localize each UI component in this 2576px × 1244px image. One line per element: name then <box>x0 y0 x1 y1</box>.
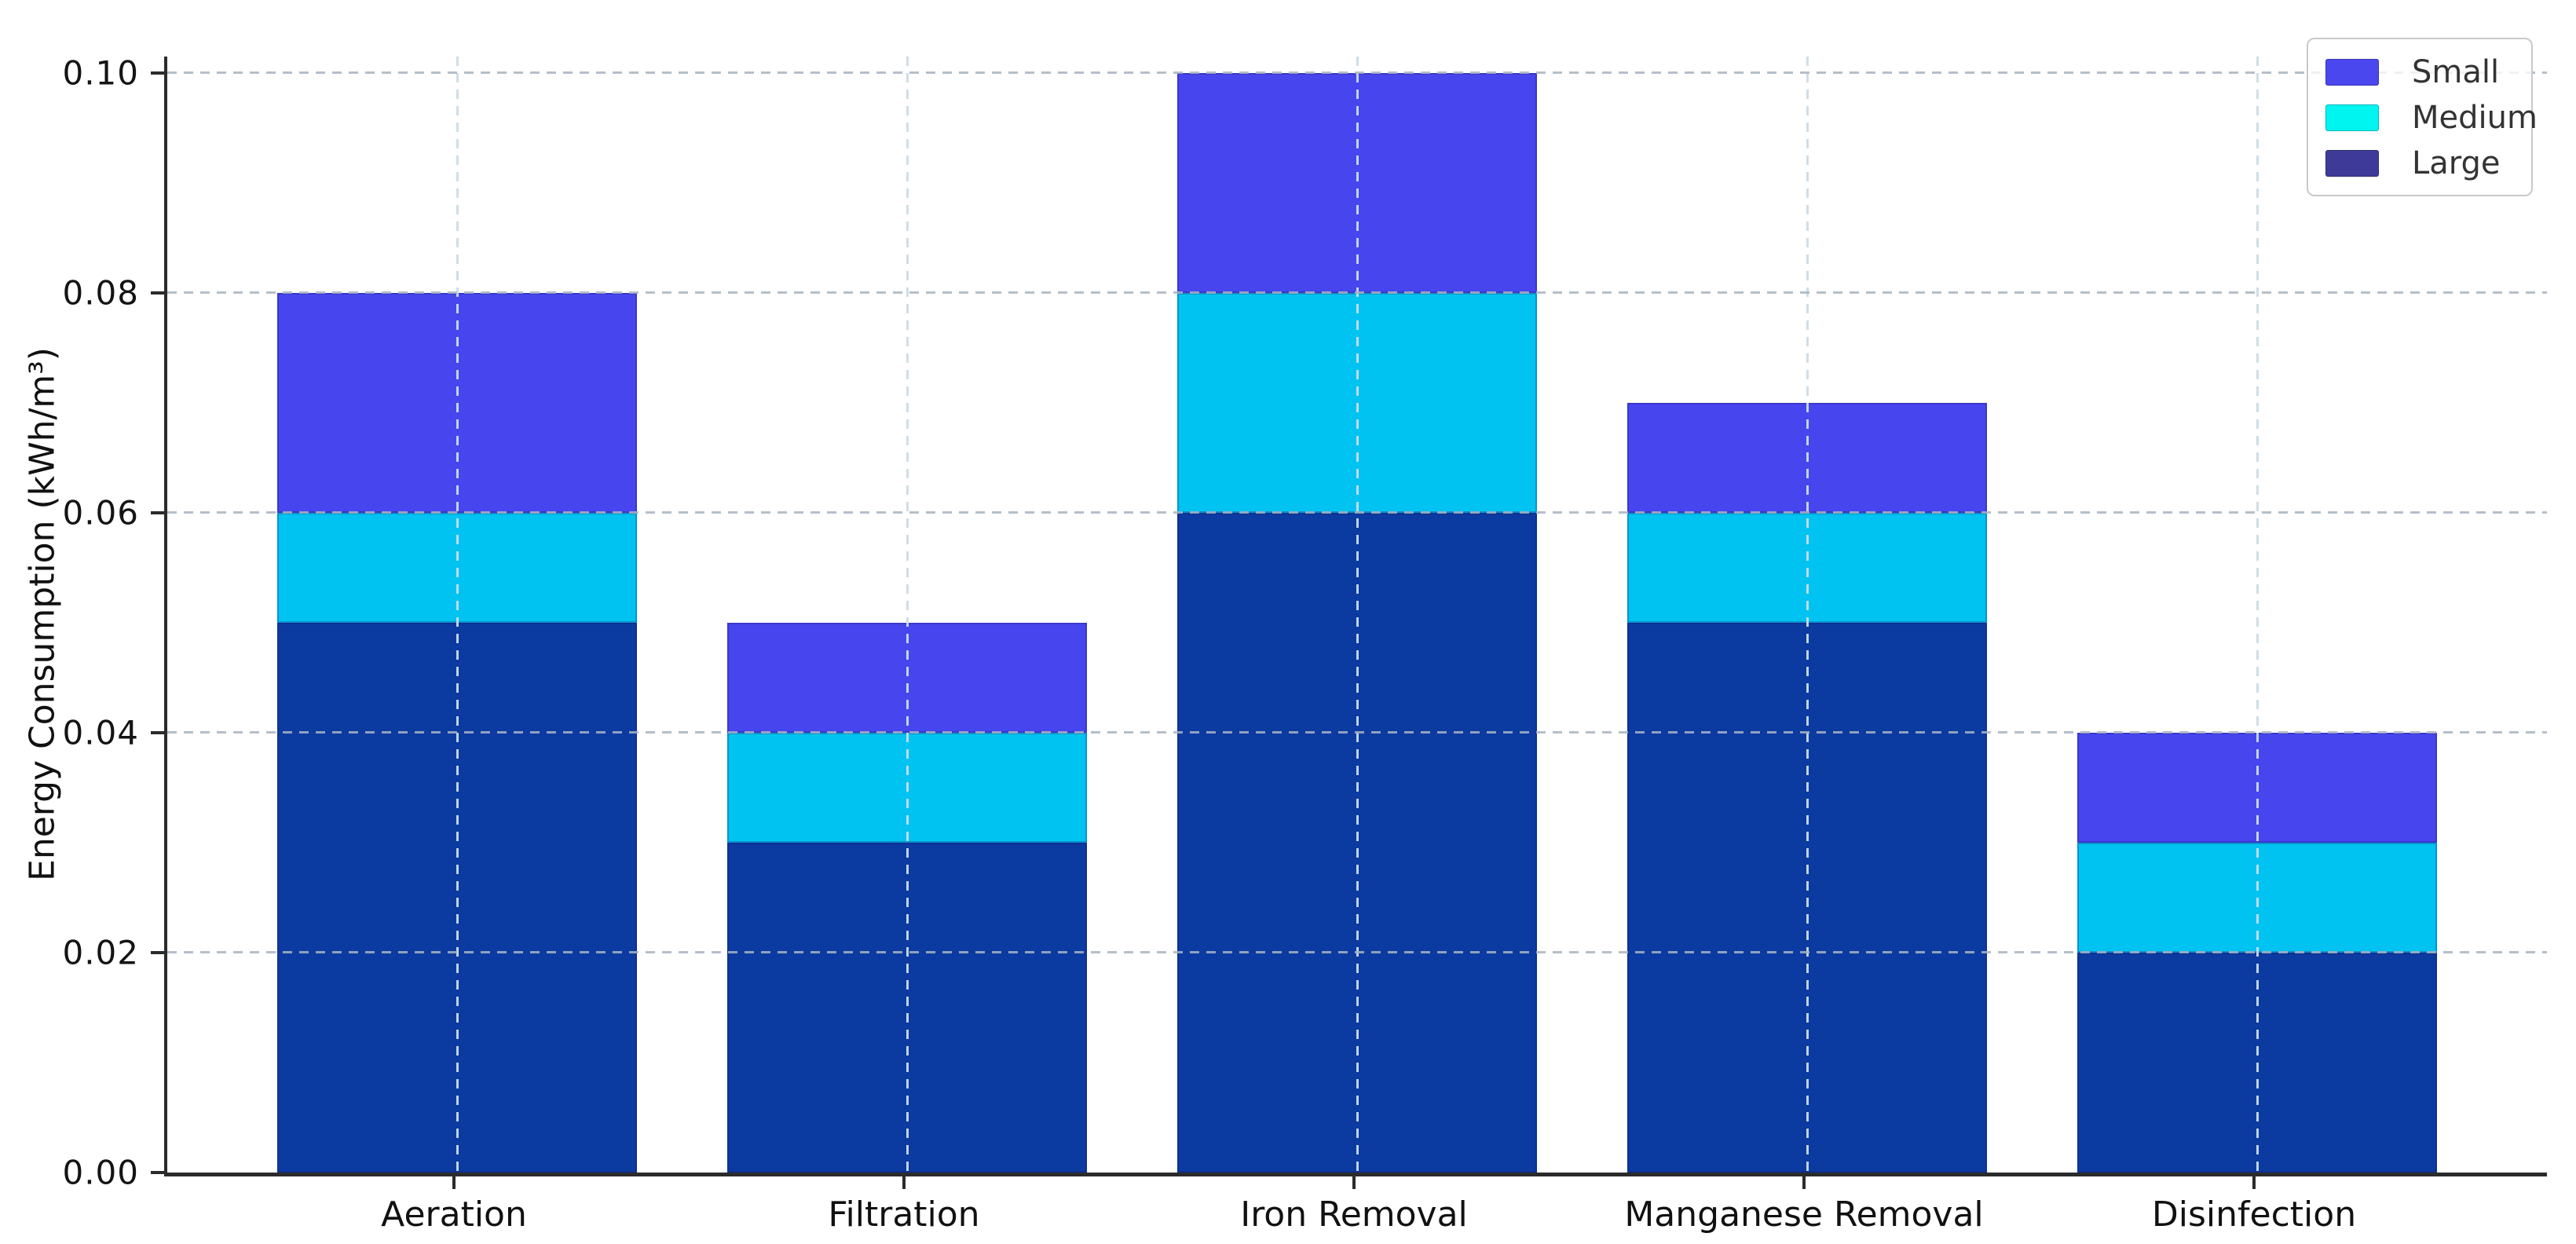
legend-swatch-large <box>2325 150 2379 177</box>
bar-segment-large <box>1177 513 1537 1173</box>
bar-segment-small <box>727 623 1087 733</box>
y-tick-label: 0.08 <box>62 273 139 313</box>
bar-segment-large <box>2077 953 2437 1173</box>
legend: Small Medium Large <box>2307 38 2538 196</box>
bar-disinfection <box>2077 57 2437 1173</box>
legend-label: Medium <box>2412 100 2538 136</box>
y-tick-label: 0.02 <box>62 933 139 972</box>
bar-iron-removal <box>1177 57 1537 1173</box>
y-tick-label: 0.06 <box>62 493 139 532</box>
x-tick-mark <box>2252 1176 2256 1189</box>
legend-swatch-small <box>2325 59 2379 86</box>
bar-segment-medium <box>277 513 637 623</box>
bar-segment-small <box>277 293 637 513</box>
legend-label: Large <box>2412 145 2501 181</box>
bar-segment-large <box>727 843 1087 1173</box>
y-axis-title: Energy Consumption (kWh/m³) <box>22 347 63 881</box>
bar-manganese-removal <box>1627 57 1987 1173</box>
y-tick-label: 0.00 <box>62 1153 139 1192</box>
x-tick-mark <box>1352 1176 1356 1189</box>
y-tick-mark <box>151 731 164 734</box>
bar-filtration <box>727 57 1087 1173</box>
legend-item-small: Small <box>2325 54 2531 90</box>
y-tick-mark <box>151 291 164 295</box>
x-tick-label: Filtration <box>828 1195 980 1235</box>
y-tick-mark <box>151 511 164 514</box>
y-tick-mark <box>151 951 164 954</box>
bar-segment-large <box>277 623 637 1173</box>
x-tick-label: Iron Removal <box>1240 1195 1468 1235</box>
plot-area <box>164 57 2547 1176</box>
bar-segment-medium <box>1177 293 1537 513</box>
bar-segment-small <box>1177 73 1537 293</box>
x-tick-label: Disinfection <box>2151 1195 2357 1235</box>
legend-label: Small <box>2412 54 2500 90</box>
y-tick-mark <box>151 71 164 75</box>
bar-aeration <box>277 57 637 1173</box>
bar-segment-medium <box>1627 513 1987 623</box>
bar-segment-medium <box>727 733 1087 843</box>
legend-item-large: Large <box>2325 145 2531 181</box>
y-tick-label: 0.04 <box>62 713 139 752</box>
x-tick-mark <box>902 1176 906 1189</box>
bar-segment-small <box>2077 733 2437 843</box>
y-tick-mark <box>151 1171 164 1174</box>
legend-swatch-medium <box>2325 104 2379 131</box>
y-tick-label: 0.10 <box>62 53 139 93</box>
bar-segment-medium <box>2077 843 2437 953</box>
x-tick-mark <box>452 1176 456 1189</box>
legend-item-medium: Medium <box>2325 100 2538 136</box>
bar-segment-large <box>1627 623 1987 1173</box>
x-tick-mark <box>1802 1176 1806 1189</box>
bar-segment-small <box>1627 403 1987 513</box>
x-tick-label: Manganese Removal <box>1624 1195 1984 1235</box>
x-tick-label: Aeration <box>381 1195 527 1235</box>
